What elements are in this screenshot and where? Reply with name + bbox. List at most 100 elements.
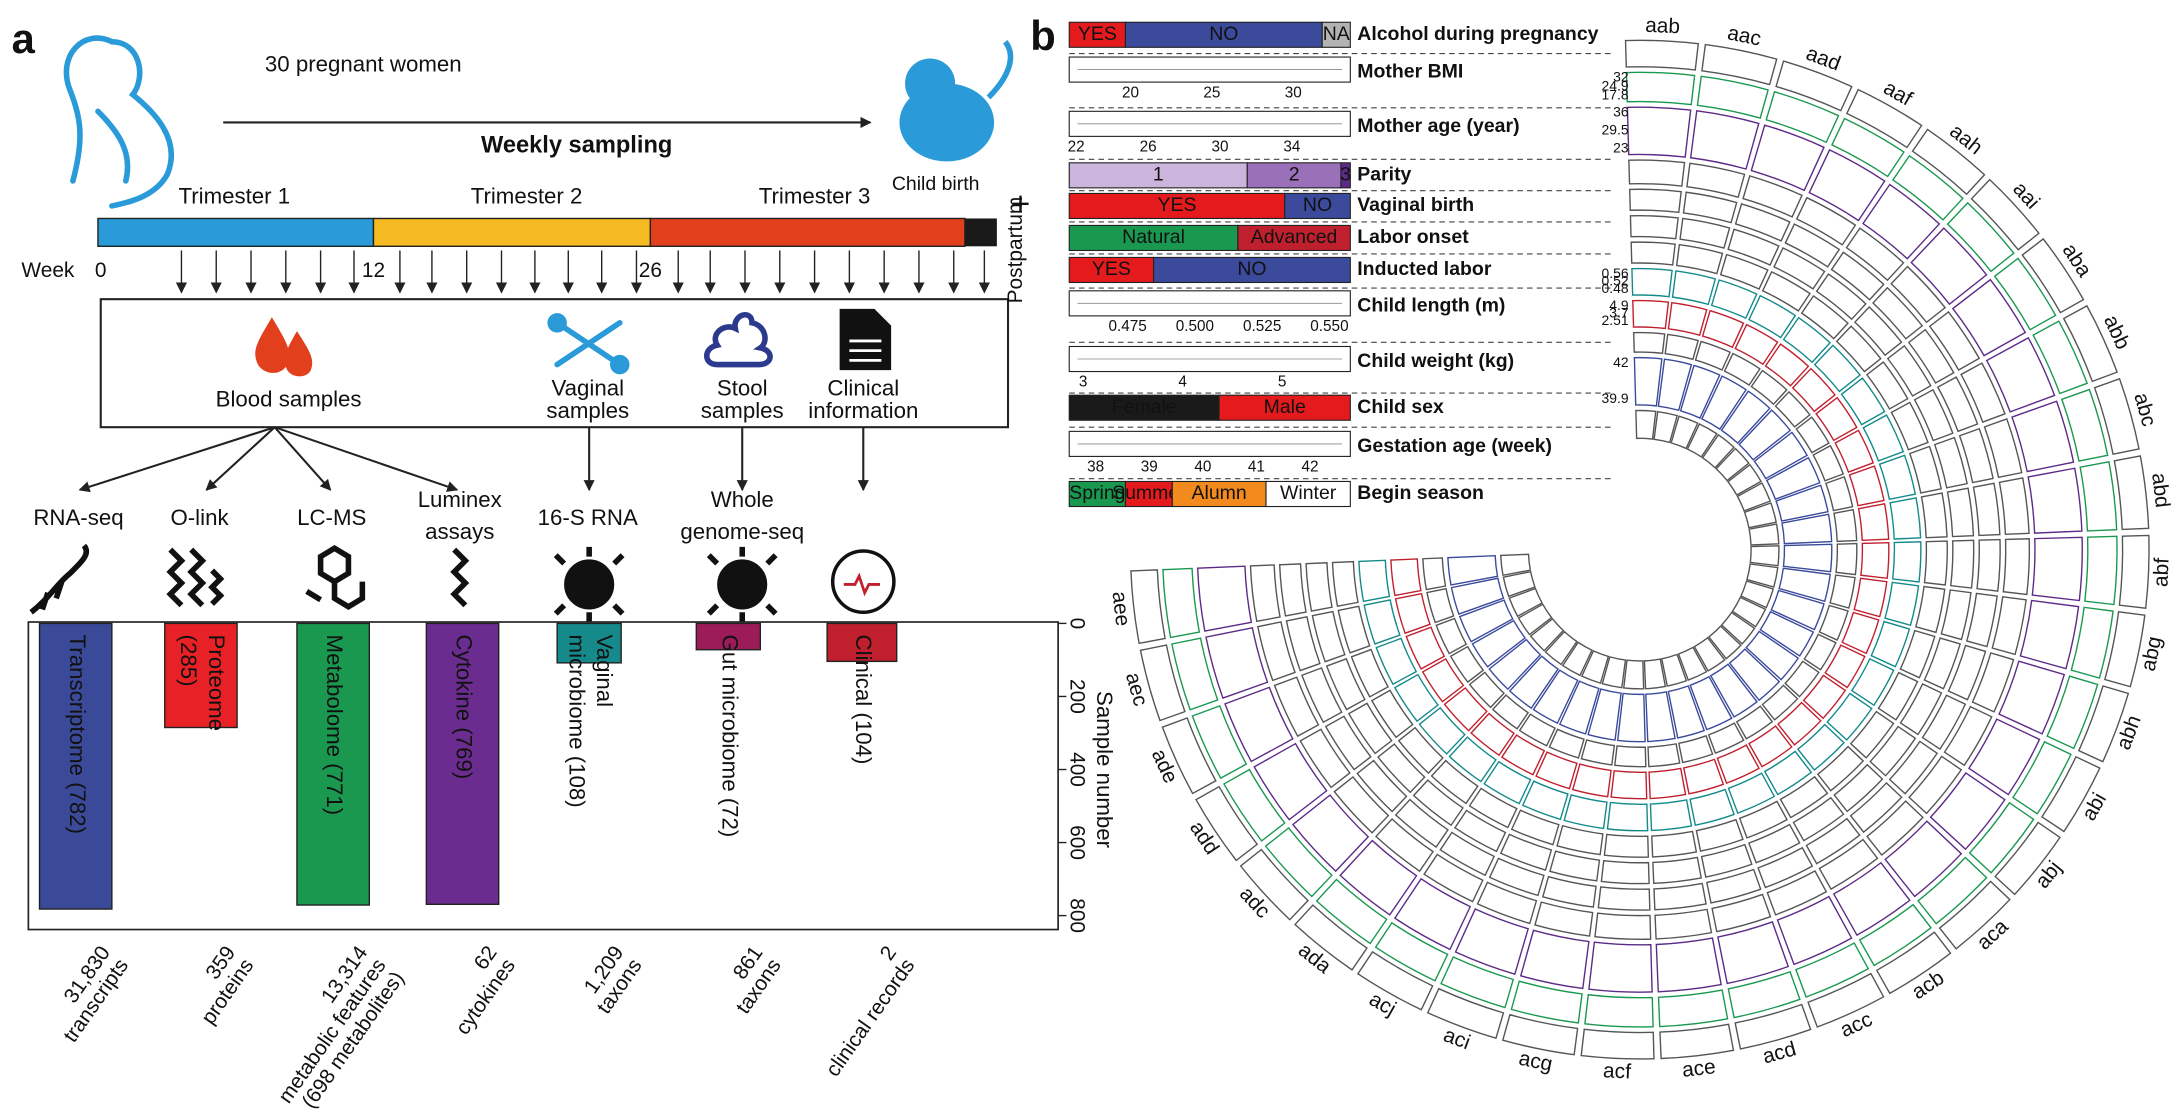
ring-cell [1606,801,1649,832]
ring-cell [2118,534,2150,609]
ring-cell [1872,286,1924,340]
ring-cell [1983,418,2023,479]
ring-scale-label: 36 [1613,103,1629,119]
bar [296,622,370,906]
legend-axis-label: 0.475 [1109,318,1147,335]
ring-cell [1532,669,1579,725]
ring-cell [1923,540,1948,586]
row-label: Child length (m) [1357,294,1505,316]
y-axis-title: Sample number [1092,691,1117,849]
ring-cell [1394,798,1449,848]
ring-cell [1393,877,1472,951]
ring-cell [1840,377,1886,426]
ring-cell [1723,352,1761,387]
ring-cell [1775,484,1829,522]
ring-cell [1938,880,2011,950]
legend-axis-label: 38 [1087,459,1104,476]
sample-label: samples [546,398,629,423]
y-tick-label: 600 [1066,825,1089,860]
ring-cell [1597,886,1651,911]
ring-cell [1633,356,1663,407]
ring-cell [1707,625,1742,660]
ring-cell [1508,587,1543,618]
ring-cell [1439,831,1496,877]
ring-cell [1728,648,1781,702]
ring-cell [1423,853,1484,903]
ring-cell [1950,539,1975,589]
ring-cell [1845,88,1923,149]
ring-cell [1802,674,1847,720]
ring-cell [1587,688,1622,741]
bar-label: Proteome [204,635,229,731]
ring-cell [1765,90,1840,144]
ring-cell [1440,956,1515,1009]
ring-cell [1734,1003,1812,1050]
ring-cell [1715,447,1750,482]
ring-cell [1161,717,1217,795]
ring-cell [1339,839,1418,916]
ring-cell [1777,701,1822,746]
ring-cell [1291,794,1370,873]
ring-cell [1470,712,1515,757]
ring-cell [1534,901,1594,937]
segment-label: NO [1303,194,1332,216]
ring-cell [1299,728,1351,789]
ring-cell [1632,331,1666,355]
ring-cell [1390,558,1422,597]
assay-label: O-link [170,505,229,530]
legend-axis-label: 20 [1122,84,1139,101]
ring-cell [1796,723,1845,771]
sample-label: Clinical [827,376,899,401]
ring-cell [1294,904,1368,971]
ring-cell [1239,848,1309,921]
ring-cell [1610,770,1648,800]
legend-axis-label: 30 [1285,84,1302,101]
subject-label: abf [2149,557,2173,587]
assay-label: LC-MS [297,505,366,530]
ring-cell [1914,585,1946,634]
ring-cell [1711,893,1772,933]
ring-cell [1667,685,1706,739]
ring-cell [1501,1013,1579,1056]
ring-cell [1412,779,1464,827]
ring-scale-label: 3.7 [1609,304,1629,320]
ring-cell [1774,390,1811,428]
ring-cell [1701,309,1745,349]
assay-label: assays [425,519,494,544]
bar-label: Gut microbiome (72) [717,635,742,838]
ring-cell [1603,833,1650,858]
legend-segment [1124,21,1323,48]
ring-cell [1508,655,1559,710]
ring-cell [1884,581,1920,627]
ring-scale-label: 24.9 [1602,78,1629,94]
trimester-bar [97,217,375,247]
ring-cell [1510,980,1583,1024]
ring-cell [2040,755,2101,833]
legend-axis-label: 3 [1079,374,1088,391]
ring-cell [1815,396,1858,442]
legend-axis-label: 30 [1211,139,1228,156]
legend-axis-label: 34 [1283,139,1301,156]
legend-segment [1321,21,1351,48]
bar [164,622,238,729]
ring-cell [1625,71,1696,106]
segment-label: Winter [1280,482,1337,504]
ring-cell [1588,941,1653,993]
ring-cell [1803,633,1837,671]
ring-cell [1601,656,1627,689]
ring-cell [1921,694,1967,751]
ring-cell [1753,431,1809,480]
ring-cell [1815,273,1867,321]
ring-cell [1356,950,1434,1011]
ring-cell [1580,1028,1655,1060]
ring-cell [1818,838,1879,891]
ring-cell [1929,771,2006,851]
ring-cell [1908,755,1963,815]
segment-label: Natural [1122,226,1185,248]
ring-cell [1833,763,1884,813]
ring-cell [2103,611,2146,688]
segment-label: Spring [1069,482,1125,504]
bar-label: Vaginal [592,635,617,708]
